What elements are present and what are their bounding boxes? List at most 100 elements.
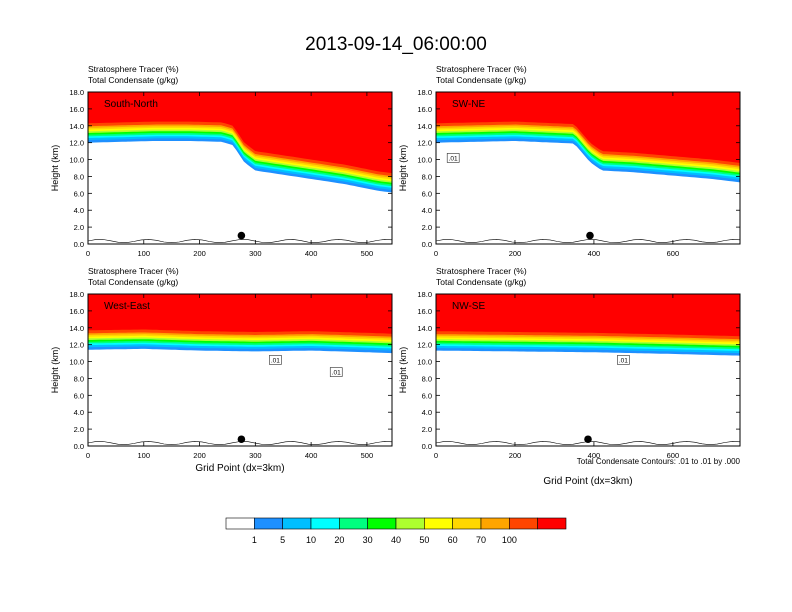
x-tick-label: 600: [667, 249, 680, 258]
x-tick-label: 100: [138, 249, 151, 258]
plot-frame: [435, 293, 741, 447]
colorbar: 1 5 10 20 30 40 50 60 70 100: [225, 517, 567, 545]
y-tick-label: 6.0: [422, 189, 432, 198]
y-tick-label: 4.0: [74, 206, 84, 215]
y-tick-label: 0.0: [422, 240, 432, 249]
y-tick-label: 8.0: [74, 374, 84, 383]
panel-west-east: Stratosphere Tracer (%)Total Condensate …: [50, 266, 393, 474]
var-label: Stratosphere Tracer (%): [436, 64, 527, 74]
colorbar-label: 100: [502, 535, 517, 545]
y-tick-label: 2.0: [422, 425, 432, 434]
var-label: Total Condensate (g/kg): [436, 277, 526, 287]
y-tick-label: 10.0: [69, 156, 84, 165]
x-tick-label: 300: [249, 249, 262, 258]
location-marker: [584, 435, 592, 444]
plot-frame: [435, 91, 741, 245]
tracer-band: [436, 92, 740, 163]
y-tick-label: 14.0: [417, 324, 432, 333]
y-tick-label: 0.0: [422, 442, 432, 451]
var-label: Stratosphere Tracer (%): [436, 266, 527, 276]
contour-label-box: [269, 355, 282, 365]
y-axis-label: Height (km): [398, 347, 408, 394]
contour-label: .01: [449, 155, 458, 162]
y-tick-label: 0.0: [74, 240, 84, 249]
panel-south-north: Stratosphere Tracer (%)Total Condensate …: [50, 64, 393, 258]
y-tick-label: 16.0: [417, 307, 432, 316]
y-tick-label: 8.0: [74, 172, 84, 181]
x-tick-label: 200: [193, 249, 206, 258]
y-tick-label: 6.0: [422, 391, 432, 400]
colorbar-label: 70: [476, 535, 486, 545]
y-tick-label: 12.0: [69, 139, 84, 148]
var-label: Total Condensate (g/kg): [88, 75, 178, 85]
x-tick-label: 400: [588, 451, 601, 460]
colorbar-label: 1: [252, 535, 257, 545]
colorbar-box: [424, 517, 453, 530]
x-tick-label: 0: [86, 249, 90, 258]
panel-name: SW-NE: [452, 99, 485, 110]
colorbar-box: [339, 517, 368, 530]
y-axis-label: Height (km): [398, 145, 408, 192]
colorbar-box: [395, 517, 425, 530]
y-tick-label: 6.0: [74, 391, 84, 400]
y-tick-label: 4.0: [422, 206, 432, 215]
contour-label-box: [329, 367, 343, 377]
var-label: Total Condensate (g/kg): [436, 75, 526, 85]
colorbar-label: 20: [334, 535, 344, 545]
y-tick-label: 12.0: [417, 139, 432, 148]
colorbar-label: 5: [280, 535, 285, 545]
y-axis-label: Height (km): [50, 145, 60, 192]
colorbar-box: [254, 517, 283, 530]
panels: Stratosphere Tracer (%)Total Condensate …: [50, 64, 741, 487]
colorbar-label: 60: [448, 535, 458, 545]
location-marker: [586, 231, 594, 240]
x-axis-label: Grid Point (dx=3km): [195, 463, 284, 474]
x-tick-label: 300: [249, 451, 262, 460]
colorbar-box: [367, 517, 397, 530]
tracer-field: .01 .01: [88, 294, 392, 446]
x-tick-label: 400: [305, 249, 318, 258]
location-marker: [237, 435, 246, 444]
y-tick-label: 14.0: [417, 122, 432, 131]
panel-name: NW-SE: [452, 301, 485, 312]
y-tick-label: 16.0: [69, 307, 84, 316]
plot-frame: [87, 293, 393, 447]
y-axis-label: Height (km): [50, 347, 60, 394]
panel-name: West-East: [104, 301, 150, 312]
x-axis-label: Grid Point (dx=3km): [543, 476, 632, 487]
tracer-band: [436, 294, 740, 337]
y-tick-label: 6.0: [74, 189, 84, 198]
y-tick-label: 10.0: [417, 358, 432, 367]
colorbar-box: [225, 517, 255, 530]
colorbar-box: [452, 517, 482, 530]
condensate-contour: [436, 239, 740, 244]
panel-nw-se: Stratosphere Tracer (%)Total Condensate …: [398, 266, 741, 487]
colorbar-box: [537, 517, 567, 530]
contour-label: .01: [271, 357, 280, 364]
y-tick-label: 18.0: [417, 88, 432, 97]
y-tick-label: 4.0: [422, 408, 432, 417]
y-tick-label: 12.0: [417, 341, 432, 350]
x-tick-label: 500: [361, 249, 374, 258]
condensate-contour: [436, 441, 740, 446]
contour-label-box: [617, 355, 630, 365]
contour-label: .01: [619, 357, 628, 364]
location-marker: [237, 231, 246, 240]
colorbar-box: [282, 517, 312, 530]
x-tick-label: 600: [667, 451, 680, 460]
x-tick-label: 400: [305, 451, 318, 460]
colorbar-box: [310, 517, 340, 530]
colorbar-label: 50: [419, 535, 429, 545]
tracer-field: .01: [436, 294, 740, 446]
y-tick-label: 4.0: [74, 408, 84, 417]
x-tick-label: 0: [434, 249, 438, 258]
contour-note: Total Condensate Contours: .01 to .01 by…: [577, 457, 741, 466]
var-label: Total Condensate (g/kg): [88, 277, 178, 287]
y-tick-label: 2.0: [74, 425, 84, 434]
y-tick-label: 2.0: [74, 223, 84, 232]
colorbar-box: [509, 517, 538, 530]
y-tick-label: 18.0: [417, 290, 432, 299]
x-tick-label: 200: [193, 451, 206, 460]
colorbar-label: 40: [391, 535, 401, 545]
